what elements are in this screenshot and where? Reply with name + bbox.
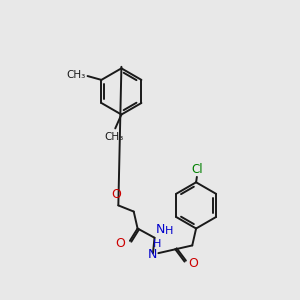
Text: N: N: [156, 223, 165, 236]
Text: N: N: [148, 248, 157, 261]
Text: CH₃: CH₃: [67, 70, 86, 80]
Text: O: O: [116, 237, 125, 250]
Text: Cl: Cl: [192, 163, 203, 176]
Text: CH₃: CH₃: [105, 132, 124, 142]
Text: O: O: [111, 188, 121, 201]
Text: O: O: [188, 257, 198, 270]
Text: H: H: [164, 226, 173, 236]
Text: H: H: [153, 239, 161, 249]
